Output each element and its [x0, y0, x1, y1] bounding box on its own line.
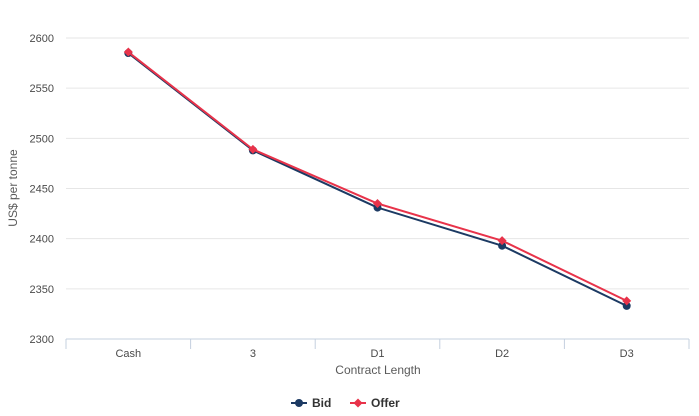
x-axis	[65, 338, 690, 349]
offer-point[interactable]	[497, 236, 507, 246]
bid-line[interactable]	[127, 52, 628, 307]
x-axis-title: Contract Length	[335, 363, 420, 377]
bid-point[interactable]	[498, 241, 507, 250]
offer-point[interactable]	[248, 144, 258, 154]
legend-label: Bid	[312, 396, 331, 410]
legend-item-bid[interactable]: Bid	[291, 396, 331, 410]
series-lines	[123, 47, 632, 310]
x-axis-ticks: Cash 3 D1 D2 D3	[115, 348, 633, 360]
x-tick-label: D1	[370, 348, 384, 360]
y-tick-label: 2500	[30, 133, 54, 145]
y-tick-label: 2450	[30, 184, 54, 196]
y-axis-title: US$ per tonne	[6, 149, 20, 227]
x-tick-label: Cash	[115, 348, 141, 360]
legend-marker[interactable]	[353, 398, 363, 408]
offer-point[interactable]	[622, 296, 632, 306]
x-tick-label: D2	[495, 348, 509, 360]
y-tick-label: 2550	[30, 83, 54, 95]
bid-point[interactable]	[622, 301, 631, 310]
y-tick-label: 2350	[30, 284, 54, 296]
series-offer	[123, 47, 632, 306]
offer-line[interactable]	[127, 51, 628, 302]
legend-label: Offer	[371, 396, 400, 410]
x-tick-label: 3	[250, 348, 256, 360]
offer-point[interactable]	[373, 199, 382, 209]
y-tick-label: 2300	[30, 334, 54, 346]
legend: Bid Offer	[291, 396, 400, 410]
y-tick-label: 2600	[30, 33, 54, 45]
legend-item-offer[interactable]: Offer	[350, 396, 400, 410]
gridlines	[66, 37, 689, 290]
legend-marker[interactable]	[295, 399, 303, 407]
offer-point[interactable]	[123, 47, 133, 57]
y-axis-ticks: 2300 2350 2400 2450 2500 2550 2600	[30, 33, 54, 346]
x-tick-label: D3	[620, 348, 634, 360]
y-tick-label: 2400	[30, 234, 54, 246]
